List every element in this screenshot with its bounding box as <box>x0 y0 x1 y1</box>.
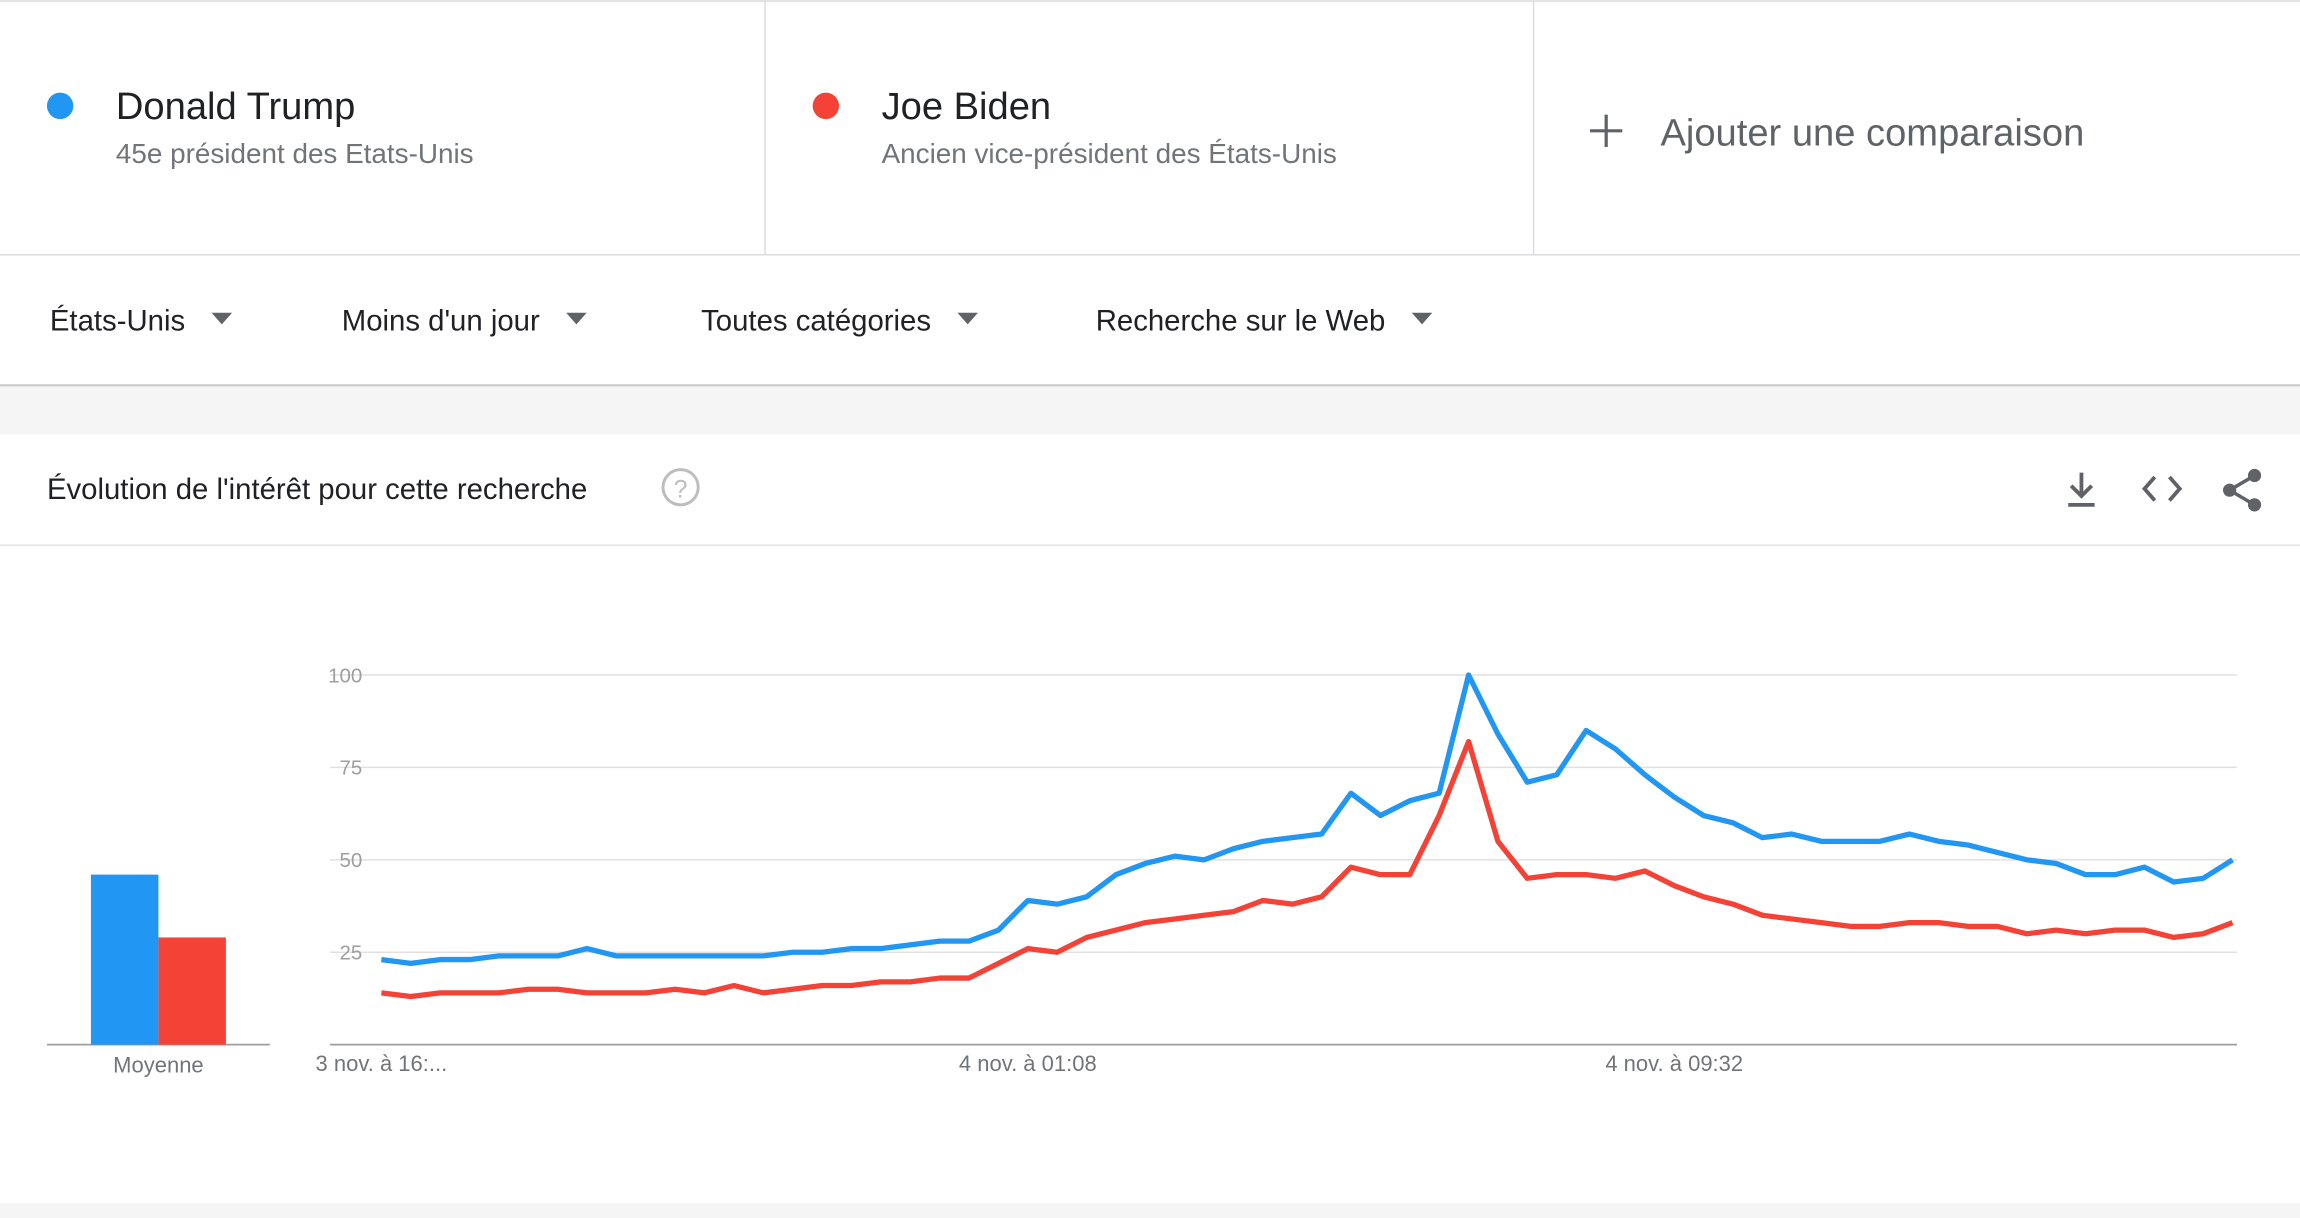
x-tick-label: 4 nov. à 01:08 <box>959 1051 1097 1076</box>
download-icon[interactable] <box>2068 472 2095 507</box>
share-dot <box>2222 483 2237 497</box>
plus-icon <box>1590 114 1623 147</box>
series-line <box>381 738 2234 1000</box>
filter-label[interactable]: Recherche sur le Web <box>1096 304 1386 337</box>
filter-label[interactable]: Toutes catégories <box>701 304 931 337</box>
chart-card <box>0 434 2300 1204</box>
term-description: 45e président des Etats-Unis <box>116 138 474 169</box>
filter-label[interactable]: États-Unis <box>50 304 185 337</box>
embed-icon[interactable] <box>2141 475 2183 502</box>
series-line <box>381 672 2234 967</box>
share-dot <box>2247 468 2262 483</box>
dropdown-arrow <box>957 312 978 325</box>
add-comparison[interactable]: Ajouter une comparaison <box>1590 111 2084 154</box>
plot: 25 50 75 100 3 nov. à 16:... 4 nov. à 01:08 4 … <box>46 664 2237 1078</box>
average-bar <box>158 937 226 1045</box>
average-bar <box>90 874 159 1045</box>
y-tick-label: 100 <box>328 664 362 687</box>
x-tick-label: 4 nov. à 09:32 <box>1605 1051 1743 1076</box>
filter-label[interactable]: Moins d'un jour <box>342 304 540 337</box>
section-title: Évolution de l'intérêt pour cette recher… <box>47 473 587 506</box>
filter-bar <box>0 255 2300 385</box>
term-name[interactable]: Donald Trump <box>116 85 355 128</box>
embed-glyph <box>2141 475 2183 502</box>
dropdown-arrow <box>211 312 233 325</box>
dropdown-arrow <box>1411 312 1433 325</box>
y-tick-label: 50 <box>339 849 362 872</box>
add-comparison-label[interactable]: Ajouter une comparaison <box>1660 111 2084 154</box>
share-icon[interactable] <box>2222 468 2262 512</box>
help-mark: ? <box>674 476 688 504</box>
help-circle <box>661 468 700 507</box>
term-name[interactable]: Joe Biden <box>882 85 1052 128</box>
filters[interactable]: États-Unis Moins d'un jour Toutes catégori… <box>50 304 1433 337</box>
x-tick-label: 3 nov. à 16:... <box>316 1051 448 1076</box>
y-tick-label: 75 <box>339 757 362 780</box>
header-bar <box>0 0 2300 255</box>
term-dot <box>46 92 74 120</box>
y-tick-label: 25 <box>339 942 362 965</box>
dropdown-arrow <box>566 312 587 325</box>
download-glyph <box>2068 472 2095 507</box>
term-cards[interactable]: Donald Trump 45e président des Etats-Unis… <box>46 85 1337 169</box>
help-icon[interactable]: ? <box>661 468 700 507</box>
term-dot <box>812 92 840 120</box>
share-dot <box>2247 498 2262 512</box>
average-label: Moyenne <box>113 1053 204 1078</box>
term-description: Ancien vice-président des États-Unis <box>882 138 1337 169</box>
